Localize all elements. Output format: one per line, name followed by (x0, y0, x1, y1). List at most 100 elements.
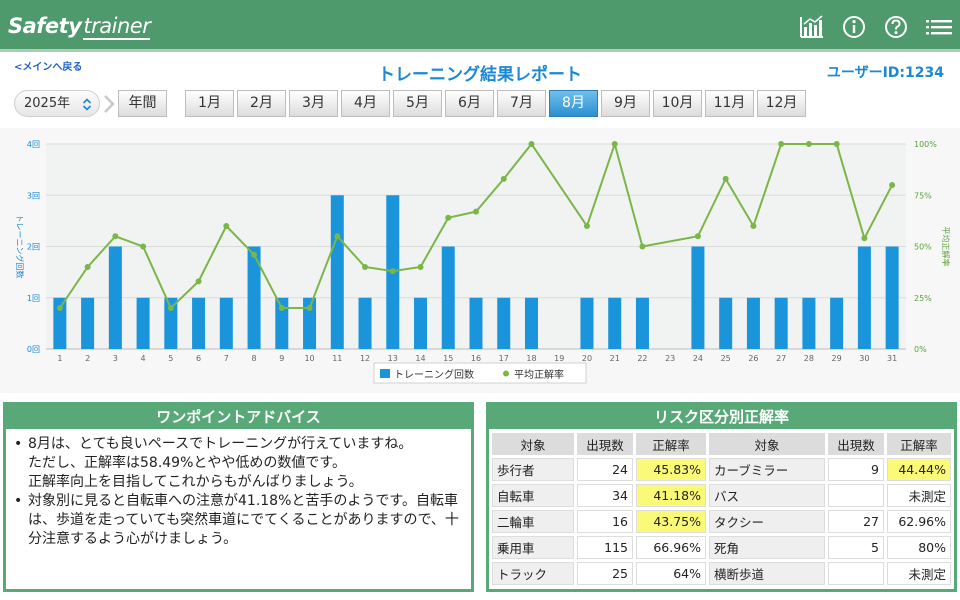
risk-rate-cell: 64% (636, 562, 706, 585)
month-tab[interactable]: 10月 (653, 90, 702, 117)
line-point (195, 278, 202, 285)
col-header-rate: 正解率 (636, 433, 706, 455)
line-point (639, 243, 646, 250)
risk-rate-cell: 45.83% (636, 458, 706, 481)
legend-bar-swatch (380, 369, 390, 378)
line-point (861, 235, 868, 242)
risk-rate-cell: 41.18% (636, 484, 706, 507)
annual-button[interactable]: 年間 (118, 90, 167, 117)
risk-count-cell: 115 (577, 536, 633, 559)
advice-item: 8月は、とても良いペースでトレーニングが行えていますね。 ただし、正解率は58.… (14, 435, 463, 492)
risk-count-cell: 16 (577, 510, 633, 533)
advice-item: 対象別に見ると自転車への注意が41.18%と苦手のようです。自転車は、歩道を走っ… (14, 492, 463, 549)
month-tab[interactable]: 9月 (601, 90, 650, 117)
year-select[interactable]: 2025年 (14, 90, 100, 117)
x-tick-label: 2 (85, 354, 90, 363)
line-point (167, 305, 174, 311)
menu-icon[interactable] (924, 13, 954, 41)
month-tab[interactable]: 8月 (549, 90, 598, 117)
x-tick-label: 5 (168, 354, 173, 363)
col-header-count: 出現数 (828, 433, 884, 455)
x-tick-label: 1 (57, 354, 62, 363)
x-tick-label: 11 (332, 354, 342, 363)
risk-rate-cell: 62.96% (887, 510, 951, 533)
risk-target-cell: 自転車 (492, 484, 574, 507)
advice-panel: ワンポイントアドバイス 8月は、とても良いペースでトレーニングが行えていますね。… (3, 402, 474, 592)
line-point (389, 268, 396, 275)
month-tab[interactable]: 2月 (237, 90, 286, 117)
x-tick-label: 18 (526, 354, 536, 363)
month-tab[interactable]: 12月 (757, 90, 806, 117)
report-chart-icon[interactable] (798, 13, 826, 41)
month-tab[interactable]: 4月 (341, 90, 390, 117)
chevron-right-icon (104, 95, 115, 113)
app-logo: Safetytrainer (8, 14, 151, 40)
risk-target-cell: 死角 (709, 536, 825, 559)
help-icon[interactable] (882, 13, 910, 41)
line-point (528, 141, 535, 147)
x-tick-label: 25 (721, 354, 731, 363)
line-point (778, 141, 785, 147)
x-tick-label: 13 (388, 354, 398, 363)
bar (691, 246, 705, 349)
bar (635, 297, 649, 349)
bar (275, 297, 289, 349)
back-to-main-link[interactable]: <メインへ戻る (14, 62, 83, 73)
x-tick-label: 22 (637, 354, 647, 363)
y-tick-label-left: 1回 (27, 294, 40, 303)
line-point (251, 251, 258, 258)
month-tab[interactable]: 6月 (445, 90, 494, 117)
month-tab[interactable]: 3月 (289, 90, 338, 117)
y-tick-label-right: 75% (914, 191, 932, 200)
bar (608, 297, 622, 349)
risk-target-cell: トラック (492, 562, 574, 585)
risk-rate-cell: 43.75% (636, 510, 706, 533)
page-title: トレーニング結果レポート (378, 65, 582, 85)
month-tab[interactable]: 11月 (705, 90, 754, 117)
x-tick-label: 28 (804, 354, 814, 363)
bar (136, 297, 150, 349)
x-tick-label: 7 (224, 354, 229, 363)
x-tick-label: 27 (776, 354, 786, 363)
legend-label-line: 平均正解率 (514, 368, 564, 381)
line-point (278, 305, 285, 311)
bar (857, 246, 871, 349)
line-point (694, 233, 701, 240)
bar (53, 297, 67, 349)
month-tab[interactable]: 1月 (185, 90, 234, 117)
year-select-value: 2025年 (24, 96, 71, 111)
x-tick-label: 10 (304, 354, 314, 363)
line-point (583, 223, 590, 229)
bar (802, 297, 816, 349)
col-header-rate: 正解率 (887, 433, 951, 455)
line-point (889, 182, 896, 188)
bar (469, 297, 483, 349)
risk-count-cell (828, 484, 884, 507)
line-point (417, 264, 424, 270)
y-tick-label-left: 3回 (27, 191, 40, 200)
legend-line-swatch (503, 370, 509, 377)
line-point (56, 305, 63, 311)
bar (719, 297, 733, 349)
info-icon[interactable] (840, 13, 868, 41)
x-tick-label: 14 (415, 354, 425, 363)
bar (885, 246, 899, 349)
bar (192, 297, 206, 349)
bar (164, 297, 178, 349)
bar (580, 297, 594, 349)
month-tab[interactable]: 7月 (497, 90, 546, 117)
line-point (611, 141, 618, 147)
bar (441, 246, 455, 349)
table-row: 自転車 34 41.18% バス 未測定 (492, 484, 951, 507)
table-row: 乗用車 115 66.96% 死角 5 80% (492, 536, 951, 559)
x-tick-label: 21 (610, 354, 620, 363)
advice-line: 正解率向上を目指してこれからもがんばりましょう。 (28, 474, 363, 490)
risk-table-header-row: 対象 出現数 正解率 対象 出現数 正解率 (492, 433, 951, 455)
month-tab[interactable]: 5月 (393, 90, 442, 117)
line-point (223, 223, 230, 229)
line-point (306, 305, 313, 311)
x-tick-label: 4 (141, 354, 146, 363)
line-point (140, 243, 147, 250)
col-header-target: 対象 (709, 433, 825, 455)
